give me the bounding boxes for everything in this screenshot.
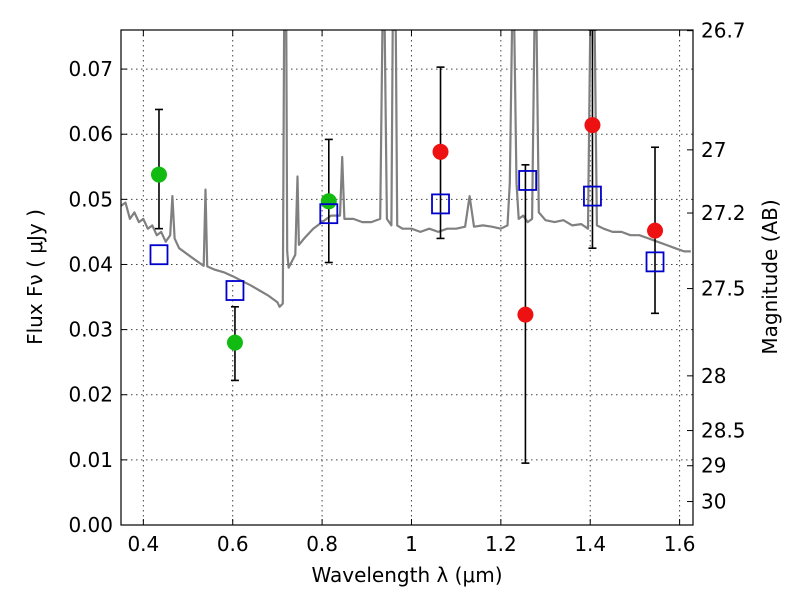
model-square-marker (518, 170, 538, 191)
x-tick-label: 0.6 (217, 532, 249, 556)
x-tick-label: 1.4 (574, 532, 606, 556)
red-data-point (584, 117, 601, 134)
red-data-point (432, 143, 449, 160)
x-axis-label: Wavelength λ (μm) (311, 563, 502, 587)
y-axis-label: Flux Fν ( μJy ) (23, 209, 47, 345)
green-data-point (150, 166, 167, 183)
model-square-marker (645, 251, 665, 273)
model-square-marker (319, 203, 339, 225)
spectrum-line (121, 30, 691, 308)
model-square-marker (431, 193, 450, 215)
y-tick-label: 0.05 (68, 187, 113, 211)
right-tick-label: 28 (701, 364, 726, 388)
x-tick-label: 0.4 (127, 532, 159, 556)
x-tick-label: 1.2 (485, 532, 517, 556)
green-data-point (320, 193, 337, 210)
spectrum-layer (121, 30, 691, 308)
y-tick-label: 0.06 (68, 122, 113, 146)
y-tick-label: 0.02 (68, 383, 113, 407)
right-tick-label: 27.2 (701, 201, 746, 225)
right-tick-label: 26.7 (701, 19, 746, 43)
grid-lines (121, 30, 693, 526)
plot-frame (120, 29, 694, 526)
axis-ticks: 0.4 0.6 0.8 1 1.2 1.4 1.6 0.00 0.01 0.02 0.03 0.04 0… (68, 19, 745, 556)
y-tick-label: 0.01 (68, 448, 113, 472)
x-tick-label: 1.6 (664, 532, 696, 556)
marker-layer (149, 117, 665, 351)
y-tick-label: 0.07 (68, 57, 113, 81)
right-axis-label: Magnitude (AB) (758, 199, 782, 354)
y-tick-label: 0.03 (68, 318, 113, 342)
y-tick-label: 0.04 (68, 252, 113, 276)
right-tick-label: 27.5 (701, 277, 746, 301)
y-tick-label: 0.00 (68, 513, 113, 537)
x-tick-label: 1 (405, 532, 418, 556)
green-data-point (226, 334, 243, 351)
red-data-point (517, 306, 534, 323)
right-tick-label: 27 (701, 138, 726, 162)
plot-background (121, 30, 693, 525)
x-tick-label: 0.8 (306, 532, 338, 556)
model-square-marker (149, 244, 169, 266)
model-square-marker (225, 280, 245, 301)
red-data-point (647, 222, 664, 239)
right-tick-label: 30 (701, 490, 726, 514)
right-tick-label: 28.5 (701, 419, 746, 443)
right-tick-label: 29 (701, 454, 726, 478)
model-square-marker (583, 185, 602, 207)
